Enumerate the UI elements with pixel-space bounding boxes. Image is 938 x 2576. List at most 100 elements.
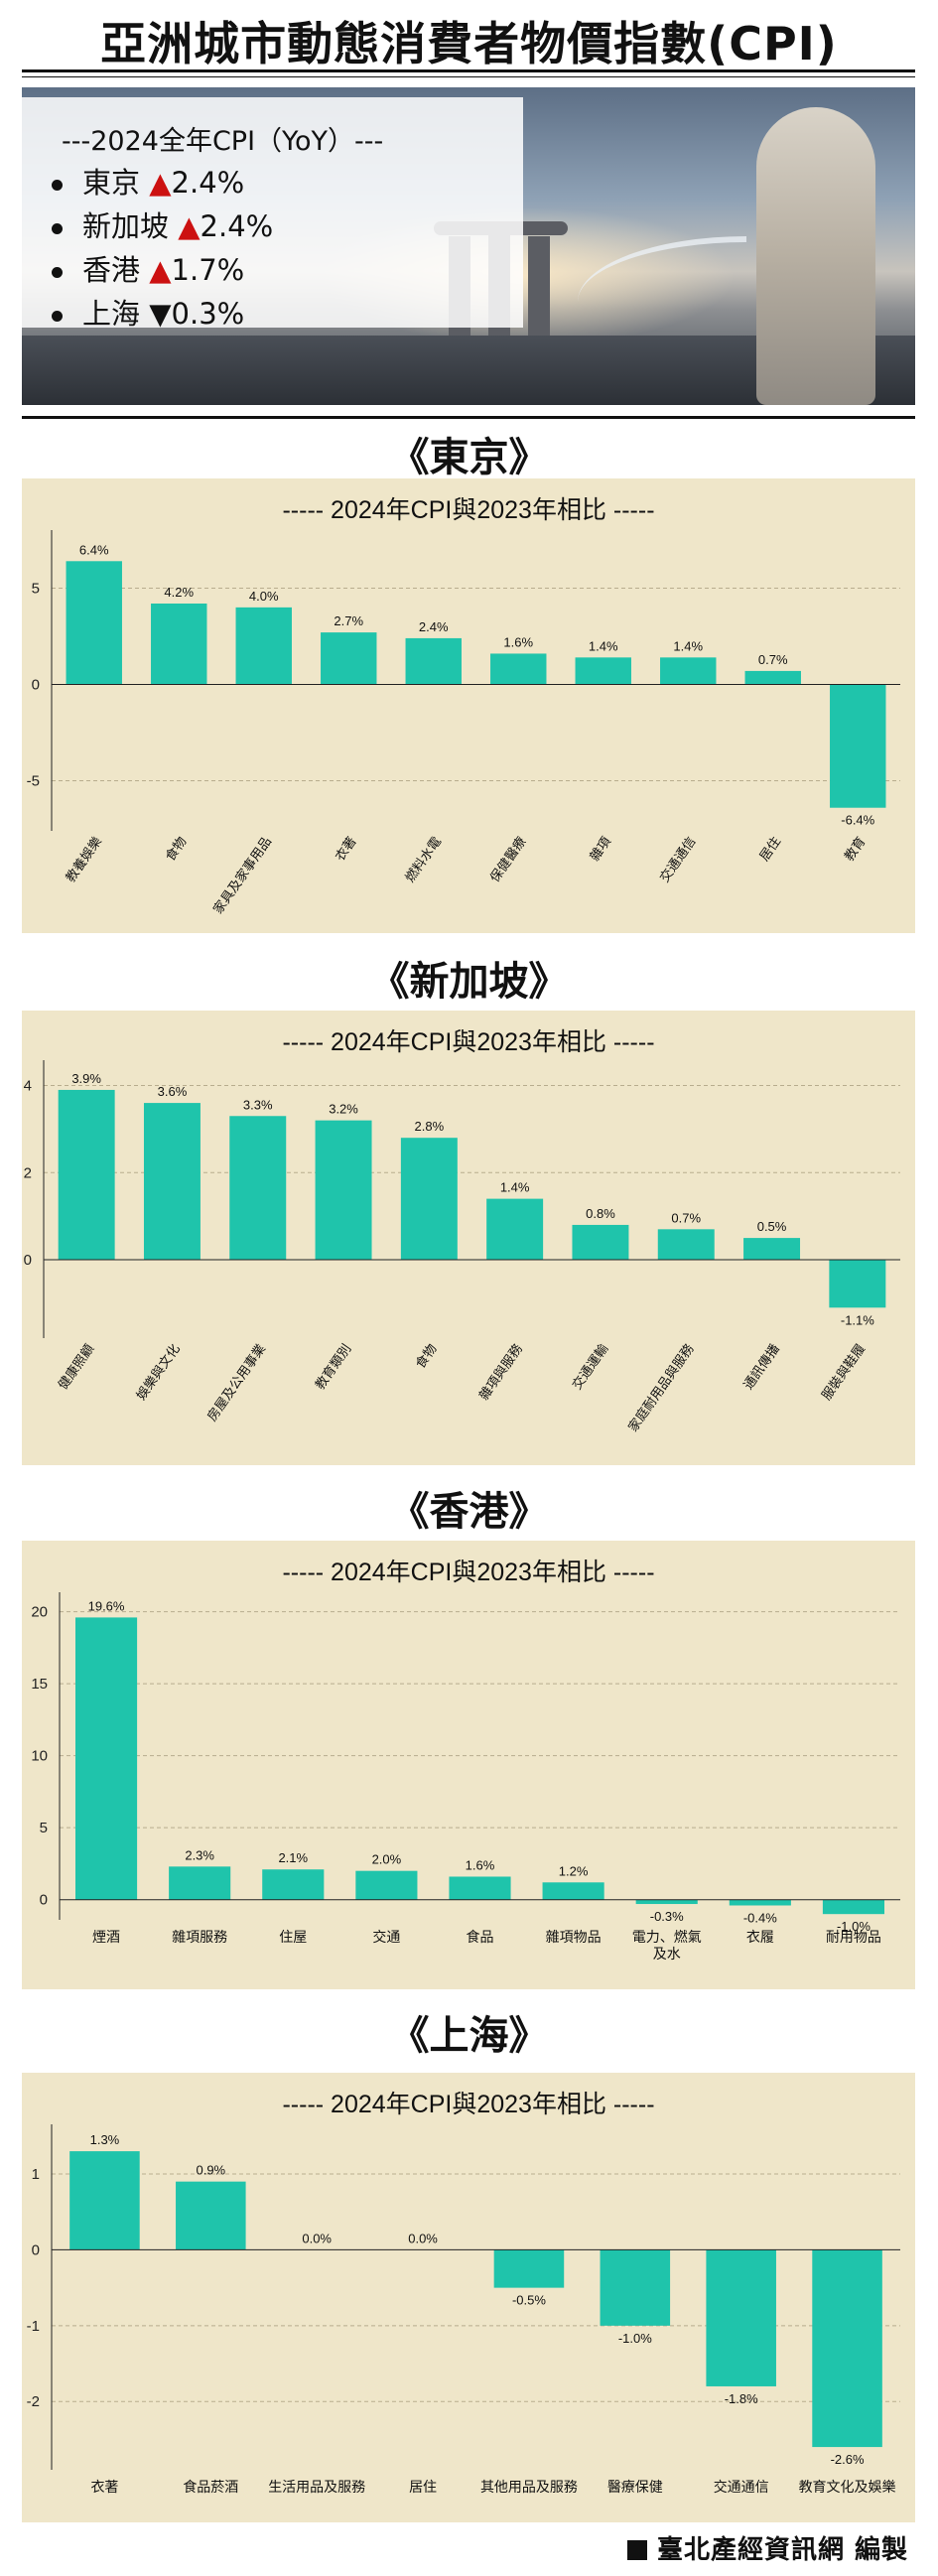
chart-shanghai: ----- 2024年CPI與2023年相比 ----- -2 -1 0 1 1.3% 0.… [27, 2091, 900, 2495]
summary-city: 新加坡 [82, 209, 170, 243]
value-label: -0.5% [512, 2293, 546, 2308]
chart-title: ----- 2024年CPI與2023年相比 ----- [282, 1028, 654, 1056]
bar [176, 2181, 246, 2250]
chart-hongkong: ----- 2024年CPI與2023年相比 ----- 0 5 10 15 20 19.6… [31, 1559, 900, 1962]
bar [729, 1899, 791, 1906]
footer-credit: 臺北產經資訊網 編製 [626, 2529, 908, 2566]
x-tick-label: 教育類別 [312, 1341, 353, 1392]
bar [575, 657, 631, 685]
x-tick-label: 健康照顧 [55, 1341, 96, 1392]
value-label: 0.5% [757, 1219, 787, 1234]
y-tick-label: 0 [24, 1252, 32, 1269]
x-tick-label: 保健醫療 [487, 834, 529, 884]
value-label: 2.8% [415, 1119, 445, 1134]
bullet-icon [52, 222, 63, 234]
value-label: 3.9% [71, 1071, 101, 1086]
x-tick-label-line: 雜項物品 [546, 1929, 602, 1945]
value-label: 1.4% [673, 638, 703, 653]
bar [743, 1238, 801, 1261]
chart-tokyo: ----- 2024年CPI與2023年相比 ----- -5 0 5 6.4% 4.2%… [27, 496, 900, 916]
x-tick-label-line: 其他用品及服務 [480, 2479, 578, 2495]
bar [744, 670, 801, 685]
x-tick-label: 娛樂與文化 [133, 1341, 183, 1403]
bar [143, 1103, 201, 1261]
y-tick-label: -1 [27, 2318, 40, 2335]
up-arrow-icon: ▲ [178, 209, 201, 243]
x-tick-label-line: 及水 [653, 1946, 681, 1962]
x-tick-label: 交通運輸 [569, 1341, 610, 1392]
down-arrow-icon: ▼ [149, 297, 172, 331]
bar [69, 2151, 140, 2250]
building-tower [528, 236, 550, 336]
summary-box: ---2024全年CPI（YoY）--- 東京 ▲2.4% 新加坡 ▲2.4% … [22, 97, 523, 331]
x-tick-label: 雜項 [587, 834, 613, 864]
value-label: -6.4% [841, 813, 874, 828]
y-tick-label: 15 [31, 1676, 48, 1693]
value-label: -0.3% [650, 1909, 684, 1924]
y-tick-label: 0 [32, 677, 40, 694]
value-label: 1.6% [466, 1857, 495, 1872]
bar [229, 1116, 287, 1261]
bullet-icon [52, 266, 63, 278]
summary-value: 2.4% [200, 209, 274, 243]
summary-city: 上海 [82, 297, 141, 331]
x-tick-label: 煙酒 [92, 1929, 120, 1945]
section-heading-singapore: 《新加坡》 [369, 959, 569, 1005]
x-tick-label-line: 交通 [372, 1929, 400, 1945]
x-tick-label: 居住 [756, 834, 783, 864]
bar [830, 684, 886, 808]
x-tick-label-line: 衣履 [746, 1929, 774, 1945]
summary-city: 東京 [82, 166, 141, 200]
x-tick-label-line: 食品 [467, 1929, 494, 1945]
value-label: 2.7% [334, 613, 363, 628]
x-tick-label-line: 食品菸酒 [183, 2479, 238, 2495]
up-arrow-icon: ▲ [149, 253, 172, 287]
hero-underline [22, 416, 915, 419]
value-label: 1.2% [559, 1863, 589, 1878]
section-heading-shanghai: 《上海》 [389, 2013, 549, 2059]
x-tick-label-line: 住屋 [279, 1929, 307, 1945]
chart-panel-hongkong: ----- 2024年CPI與2023年相比 ----- 0 5 10 15 20 19.6… [22, 1541, 915, 1989]
x-tick-label: 衣著 [332, 834, 358, 864]
chart-title: ----- 2024年CPI與2023年相比 ----- [282, 496, 654, 524]
x-tick-label: 雜項物品 [546, 1929, 602, 1945]
x-tick-label-line: 耐用物品 [826, 1929, 881, 1945]
bar [829, 1260, 886, 1308]
value-label: 2.3% [185, 1847, 214, 1862]
x-tick-label: 交通 [372, 1929, 400, 1945]
x-tick-label: 教養娛樂 [63, 834, 104, 884]
bar [315, 1120, 372, 1261]
value-label: 3.2% [329, 1102, 358, 1117]
value-label: 3.6% [158, 1084, 188, 1099]
summary-city: 香港 [82, 253, 141, 287]
x-tick-label: 食品 [467, 1929, 494, 1945]
x-tick-label: 教育文化及娛樂 [799, 2479, 896, 2495]
value-label: 4.0% [249, 589, 279, 604]
bullet-icon [52, 310, 63, 322]
x-tick-label-line: 教育文化及娛樂 [799, 2479, 896, 2495]
bar [812, 2249, 882, 2448]
y-tick-label: 4 [24, 1078, 32, 1095]
value-label: 1.4% [500, 1180, 530, 1195]
y-tick-label: -2 [27, 2393, 40, 2410]
bar [66, 561, 122, 685]
x-tick-label: 食物 [162, 834, 189, 864]
value-label: 0.0% [302, 2231, 332, 2245]
x-tick-label: 食物 [413, 1341, 440, 1371]
bar [490, 653, 547, 685]
summary-item-hongkong: 香港 ▲1.7% [52, 248, 273, 292]
summary-heading: ---2024全年CPI（YoY）--- [62, 126, 384, 157]
chart-panel-tokyo: ----- 2024年CPI與2023年相比 ----- -5 0 5 6.4% 4.2%… [22, 478, 915, 933]
value-label: -1.1% [841, 1312, 874, 1327]
bar [706, 2249, 776, 2386]
x-tick-label-line: 交通通信 [714, 2479, 769, 2495]
bar [405, 637, 462, 685]
summary-value: 1.7% [171, 253, 245, 287]
summary-item-shanghai: 上海 ▼0.3% [52, 292, 273, 336]
y-tick-label: 10 [31, 1748, 48, 1765]
value-label: 0.7% [758, 652, 788, 667]
x-tick-label: 食品菸酒 [183, 2479, 238, 2495]
x-tick-label: 房屋及公用事業 [204, 1341, 268, 1424]
hero-banner: ---2024全年CPI（YoY）--- 東京 ▲2.4% 新加坡 ▲2.4% … [22, 87, 915, 405]
x-tick-label-line: 生活用品及服務 [268, 2479, 365, 2495]
